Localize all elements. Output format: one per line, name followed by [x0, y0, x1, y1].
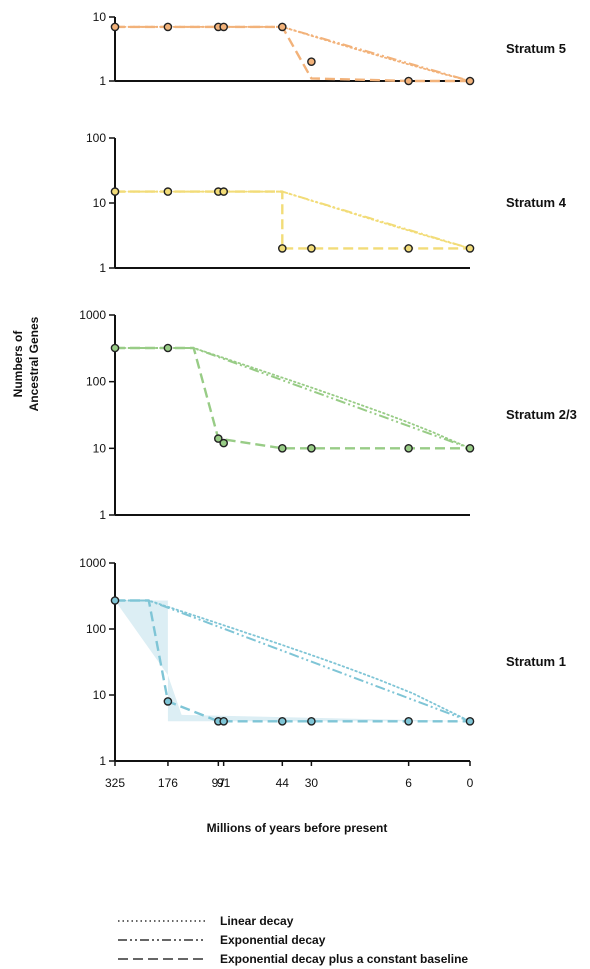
data-point — [307, 244, 316, 253]
data-point — [404, 443, 413, 453]
panel-2: 1 10 100 Stratum 4 — [86, 131, 567, 275]
y-tick-label: 1 — [99, 261, 106, 275]
data-point — [163, 187, 173, 196]
data-point — [465, 244, 475, 253]
data-point — [307, 443, 316, 453]
data-point — [110, 343, 120, 353]
exponential-decay-line — [115, 599, 471, 723]
y-tick-label: 10 — [93, 196, 107, 210]
exponential-decay-line — [115, 347, 471, 450]
data-point — [277, 244, 287, 253]
x-tick-label: 30 — [305, 776, 319, 790]
data-point — [219, 717, 228, 726]
y-tick-label: 1 — [99, 508, 106, 522]
data-point — [219, 187, 228, 196]
x-tick-label: 97 — [212, 776, 226, 790]
panel-3: 1 10 100 1000 Stratum 2/3 — [79, 308, 577, 522]
data-point — [110, 596, 120, 605]
panel-4: 1 10 100 1000 Stratum 1 — [79, 556, 566, 768]
data-point — [163, 697, 173, 706]
data-point — [110, 187, 120, 196]
data-point — [404, 244, 413, 253]
data-point — [163, 22, 173, 32]
data-point — [465, 76, 475, 86]
data-point — [219, 22, 228, 32]
stratum-label: Stratum 4 — [506, 195, 567, 210]
data-point — [277, 717, 287, 726]
data-point — [277, 22, 287, 32]
legend: Linear decay Exponential decay Exponenti… — [118, 914, 468, 966]
y-tick-label: 100 — [86, 375, 106, 389]
data-point — [110, 22, 120, 32]
y-tick-label: 1 — [99, 754, 106, 768]
y-tick-label: 100 — [86, 131, 106, 145]
x-tick-label: 325 — [105, 776, 125, 790]
exponential-decay-line — [115, 190, 471, 250]
x-axis-label: Millions of years before present — [207, 821, 388, 835]
data-point — [465, 443, 475, 453]
data-point — [307, 717, 316, 726]
data-point — [213, 434, 223, 443]
data-point — [307, 57, 316, 67]
linear-decay-line — [114, 25, 471, 82]
legend-label-exponential: Exponential decay — [220, 933, 326, 947]
linear-decay-line — [114, 190, 471, 250]
x-tick-label: 44 — [276, 776, 290, 790]
data-point — [404, 76, 413, 86]
x-tick-label: 6 — [405, 776, 412, 790]
data-point — [219, 438, 228, 448]
y-tick-label: 100 — [86, 622, 106, 636]
y-tick-label: 1000 — [79, 308, 106, 322]
y-tick-label: 10 — [93, 10, 107, 24]
data-point — [163, 343, 173, 353]
stratum-label: Stratum 2/3 — [506, 407, 577, 422]
baseline-decay-line — [115, 346, 470, 450]
exponential-decay-line — [115, 25, 471, 82]
data-point — [404, 717, 413, 726]
x-tick-label: 176 — [158, 776, 178, 790]
data-point — [277, 443, 287, 453]
y-tick-label: 1 — [99, 74, 106, 88]
panel-1: 1 10 Stratum 5 — [93, 10, 566, 88]
baseline-decay-line — [115, 25, 470, 83]
linear-decay-line — [114, 599, 471, 723]
x-tick-label: 0 — [467, 776, 474, 790]
y-axis-label-line-1: Numbers of — [11, 330, 25, 398]
y-tick-label: 1000 — [79, 556, 106, 570]
stratum-label: Stratum 1 — [506, 654, 566, 669]
legend-label-baseline: Exponential decay plus a constant baseli… — [220, 952, 468, 966]
stratum-label: Stratum 5 — [506, 41, 566, 56]
baseline-decay-line — [115, 190, 470, 250]
y-tick-label: 10 — [93, 441, 107, 455]
linear-decay-line — [114, 347, 471, 450]
legend-label-linear: Linear decay — [220, 914, 294, 928]
data-point — [465, 717, 475, 726]
y-axis-label-line-2: Ancestral Genes — [27, 316, 41, 411]
y-tick-label: 10 — [93, 688, 107, 702]
x-tick-label: 91 — [217, 776, 231, 790]
